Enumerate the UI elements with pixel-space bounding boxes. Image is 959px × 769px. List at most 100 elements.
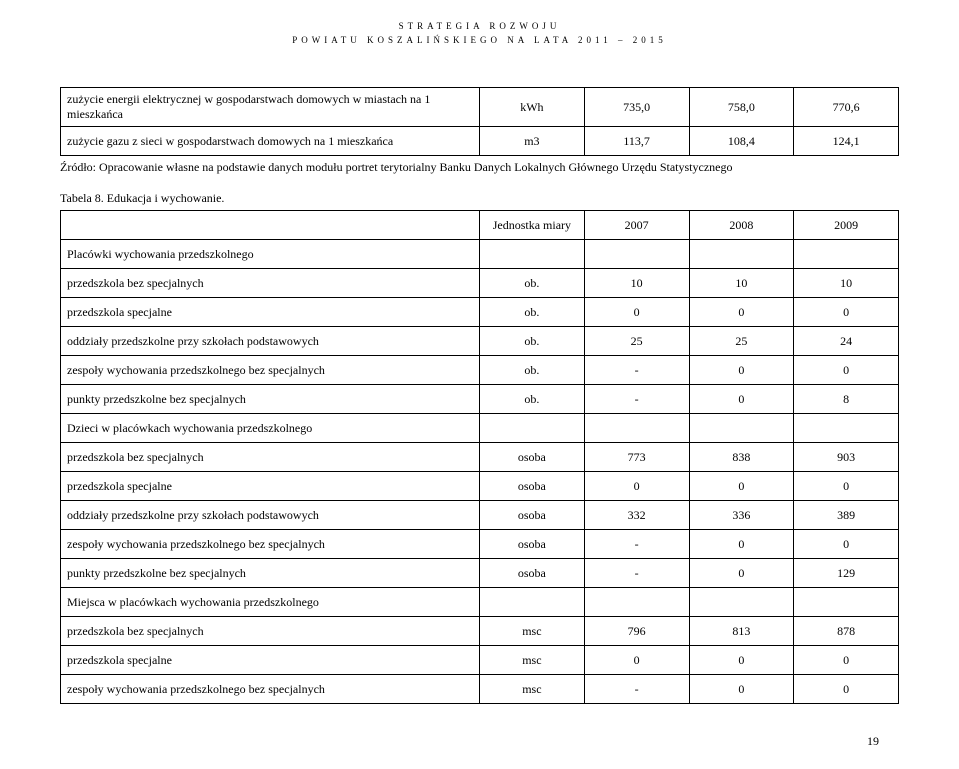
table-row: przedszkola bez specjalnychob.101010 [61,269,899,298]
row-value: - [584,385,689,414]
header-year: 2008 [689,211,794,240]
empty-cell [794,240,899,269]
row-value: 813 [689,617,794,646]
row-label: zespoły wychowania przedszkolnego bez sp… [61,356,480,385]
empty-cell [480,414,585,443]
row-unit: osoba [480,443,585,472]
row-label: zużycie energii elektrycznej w gospodars… [61,88,480,127]
header-line-1: STRATEGIA ROZWOJU [60,20,899,34]
row-label: zespoły wychowania przedszkolnego bez sp… [61,530,480,559]
empty-cell [689,588,794,617]
empty-cell [584,240,689,269]
row-unit: osoba [480,559,585,588]
row-value: 389 [794,501,899,530]
header-unit: Jednostka miary [480,211,585,240]
row-unit: osoba [480,472,585,501]
row-label: przedszkola specjalne [61,646,480,675]
row-value: - [584,530,689,559]
row-label: zespoły wychowania przedszkolnego bez sp… [61,675,480,704]
table-row: przedszkola specjalnemsc000 [61,646,899,675]
table-energy-usage: zużycie energii elektrycznej w gospodars… [60,87,899,156]
row-unit: ob. [480,269,585,298]
row-value: 0 [794,298,899,327]
table-row: przedszkola bez specjalnychmsc796813878 [61,617,899,646]
row-value: 25 [584,327,689,356]
row-value: 0 [794,530,899,559]
table-8-caption: Tabela 8. Edukacja i wychowanie. [60,191,899,206]
row-value: 796 [584,617,689,646]
row-value: 0 [689,385,794,414]
row-value: 773 [584,443,689,472]
section-label: Miejsca w placówkach wychowania przedszk… [61,588,480,617]
row-label: przedszkola bez specjalnych [61,269,480,298]
row-value: 10 [794,269,899,298]
row-value: 878 [794,617,899,646]
row-value: 0 [794,646,899,675]
row-value: 336 [689,501,794,530]
empty-cell [480,588,585,617]
table-row: oddziały przedszkolne przy szkołach pods… [61,501,899,530]
row-value: 758,0 [689,88,794,127]
row-value: - [584,559,689,588]
row-value: 24 [794,327,899,356]
row-unit: msc [480,646,585,675]
row-label: zużycie gazu z sieci w gospodarstwach do… [61,127,480,156]
page-container: STRATEGIA ROZWOJU POWIATU KOSZALIŃSKIEGO… [0,0,959,769]
row-label: punkty przedszkolne bez specjalnych [61,385,480,414]
section-label: Placówki wychowania przedszkolnego [61,240,480,269]
table-row: przedszkola bez specjalnychosoba77383890… [61,443,899,472]
row-value: 0 [794,356,899,385]
table-row: przedszkola specjalneosoba000 [61,472,899,501]
section-row: Placówki wychowania przedszkolnego [61,240,899,269]
row-unit: osoba [480,530,585,559]
row-value: 0 [794,472,899,501]
empty-cell [584,588,689,617]
empty-cell [794,588,899,617]
row-value: 0 [689,356,794,385]
row-value: 332 [584,501,689,530]
table-row: oddziały przedszkolne przy szkołach pods… [61,327,899,356]
header-line-2: POWIATU KOSZALIŃSKIEGO NA LATA 2011 – 20… [60,34,899,48]
table-row: przedszkola specjalneob.000 [61,298,899,327]
row-value: 0 [584,646,689,675]
table-row: zespoły wychowania przedszkolnego bez sp… [61,356,899,385]
table-row: punkty przedszkolne bez specjalnychosoba… [61,559,899,588]
row-unit: msc [480,617,585,646]
row-unit: ob. [480,327,585,356]
empty-cell [794,414,899,443]
row-value: 10 [689,269,794,298]
empty-cell [584,414,689,443]
row-value: 0 [794,675,899,704]
row-unit: m3 [480,127,585,156]
row-value: 0 [689,559,794,588]
table-row: punkty przedszkolne bez specjalnychob.-0… [61,385,899,414]
table-row: zespoły wychowania przedszkolnego bez sp… [61,530,899,559]
row-value: 0 [689,298,794,327]
table-row: zespoły wychowania przedszkolnego bez sp… [61,675,899,704]
table-education: Jednostka miary200720082009 Placówki wych… [60,210,899,704]
document-header: STRATEGIA ROZWOJU POWIATU KOSZALIŃSKIEGO… [60,20,899,47]
row-value: - [584,356,689,385]
page-number: 19 [60,734,899,749]
row-value: 10 [584,269,689,298]
section-row: Dzieci w placówkach wychowania przedszko… [61,414,899,443]
row-value: 113,7 [584,127,689,156]
row-label: przedszkola bez specjalnych [61,443,480,472]
row-value: 108,4 [689,127,794,156]
row-value: 25 [689,327,794,356]
empty-cell [689,240,794,269]
row-value: 0 [689,530,794,559]
row-value: 8 [794,385,899,414]
row-label: przedszkola bez specjalnych [61,617,480,646]
header-year: 2009 [794,211,899,240]
row-label: oddziały przedszkolne przy szkołach pods… [61,501,480,530]
row-unit: osoba [480,501,585,530]
header-year: 2007 [584,211,689,240]
header-empty [61,211,480,240]
section-row: Miejsca w placówkach wychowania przedszk… [61,588,899,617]
row-label: punkty przedszkolne bez specjalnych [61,559,480,588]
row-unit: ob. [480,385,585,414]
empty-cell [480,240,585,269]
row-value: 838 [689,443,794,472]
section-label: Dzieci w placówkach wychowania przedszko… [61,414,480,443]
